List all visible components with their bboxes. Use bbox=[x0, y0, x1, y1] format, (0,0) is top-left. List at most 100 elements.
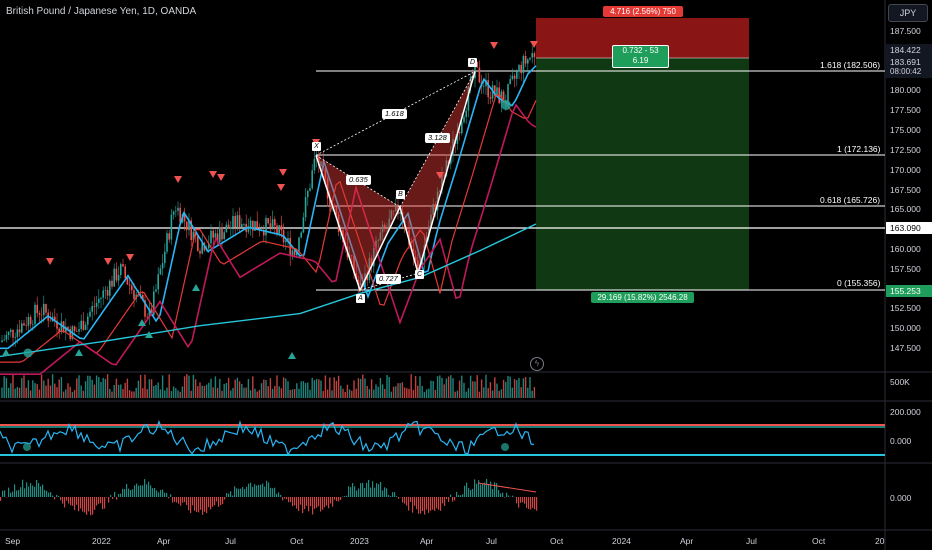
candle-body bbox=[333, 204, 335, 207]
osc2-histogram-bar bbox=[326, 497, 328, 506]
volume-bar bbox=[491, 390, 494, 398]
candle-body bbox=[161, 263, 164, 269]
ratio-xd: 1.618 bbox=[382, 109, 407, 119]
candle-body bbox=[483, 86, 485, 87]
candle-body bbox=[18, 329, 21, 333]
osc2-histogram-bar bbox=[484, 482, 486, 497]
osc2-histogram-bar bbox=[406, 497, 408, 506]
volume-bar bbox=[487, 388, 489, 398]
osc2-histogram-bar bbox=[344, 496, 346, 497]
candle-body bbox=[166, 233, 168, 252]
volume-bar bbox=[89, 375, 91, 398]
volume-bar bbox=[461, 375, 463, 398]
osc2-histogram-bar bbox=[164, 492, 166, 497]
candle-body bbox=[227, 224, 230, 229]
triangle-down-icon bbox=[530, 41, 538, 48]
candle-body bbox=[386, 226, 388, 228]
pattern-point-d[interactable]: D bbox=[468, 58, 477, 67]
osc2-histogram-bar bbox=[256, 485, 258, 497]
osc2-histogram-bar bbox=[322, 497, 324, 510]
candle-body bbox=[304, 197, 307, 218]
volume-bar bbox=[450, 375, 452, 398]
lightning-icon[interactable]: ϟ bbox=[530, 357, 544, 371]
osc2-histogram-bar bbox=[112, 497, 114, 500]
entry-label[interactable]: 0.732 - 53 6.19 bbox=[612, 45, 669, 68]
osc2-histogram-bar bbox=[416, 497, 418, 510]
osc2-histogram-bar bbox=[532, 497, 534, 508]
osc2-histogram-bar bbox=[458, 495, 460, 497]
candle-body bbox=[533, 53, 536, 58]
candle-body bbox=[232, 215, 234, 228]
candle-body bbox=[21, 323, 23, 333]
triangle-down-icon bbox=[279, 169, 287, 176]
pattern-point-a[interactable]: A bbox=[356, 294, 365, 303]
osc2-histogram-bar bbox=[44, 489, 46, 497]
volume-bar bbox=[425, 389, 428, 398]
currency-button[interactable]: JPY bbox=[888, 4, 928, 22]
volume-bar bbox=[428, 388, 430, 398]
candle-body bbox=[76, 331, 78, 332]
osc2-histogram-bar bbox=[430, 497, 432, 511]
osc2-histogram-bar bbox=[464, 485, 466, 497]
osc2-histogram-bar bbox=[308, 497, 310, 512]
osc2-histogram-bar bbox=[66, 497, 68, 501]
volume-bar bbox=[511, 387, 514, 398]
candle-body bbox=[329, 198, 331, 205]
osc2-histogram-bar bbox=[84, 497, 86, 513]
candle-body bbox=[221, 227, 223, 240]
osc2-histogram-bar bbox=[40, 486, 42, 497]
volume-bar bbox=[254, 388, 256, 398]
volume-bar bbox=[5, 377, 8, 398]
osc2-histogram-bar bbox=[466, 482, 468, 497]
osc2-histogram-bar bbox=[272, 488, 274, 497]
osc2-histogram-bar bbox=[258, 484, 260, 497]
candle-body bbox=[67, 326, 69, 330]
candle-body bbox=[5, 334, 8, 340]
osc2-histogram-bar bbox=[528, 497, 530, 510]
pattern-point-x[interactable]: X bbox=[312, 142, 321, 151]
volume-bar bbox=[14, 388, 16, 398]
volume-bar bbox=[58, 379, 60, 398]
volume-bar bbox=[205, 384, 208, 398]
volume-bar bbox=[131, 391, 133, 398]
osc2-histogram-bar bbox=[144, 479, 146, 497]
osc2-histogram-bar bbox=[64, 497, 66, 508]
candle-body bbox=[133, 290, 135, 300]
osc2-histogram-bar bbox=[110, 495, 112, 497]
osc2-histogram-bar bbox=[290, 497, 292, 503]
volume-bar bbox=[40, 374, 43, 398]
candle-body bbox=[126, 277, 129, 285]
candle-body bbox=[456, 131, 459, 144]
candle-body bbox=[115, 268, 118, 281]
triangle-down-icon bbox=[490, 42, 498, 49]
pattern-point-b[interactable]: B bbox=[396, 190, 405, 199]
volume-bar bbox=[271, 388, 274, 398]
volume-bar bbox=[386, 375, 388, 398]
osc2-histogram-bar bbox=[478, 480, 480, 497]
volume-bar bbox=[326, 389, 329, 398]
candle-body bbox=[474, 61, 476, 79]
osc2-histogram-bar bbox=[86, 497, 88, 515]
candle-body bbox=[113, 268, 115, 287]
candle-body bbox=[197, 236, 199, 251]
candle-body bbox=[73, 326, 76, 332]
candle-body bbox=[271, 219, 274, 228]
osc2-histogram-bar bbox=[282, 497, 284, 501]
candle-body bbox=[269, 223, 272, 228]
candle-body bbox=[296, 251, 298, 256]
osc2-histogram-bar bbox=[346, 495, 348, 497]
volume-bar bbox=[384, 388, 386, 398]
volume-bar bbox=[34, 383, 36, 398]
candle-body bbox=[529, 57, 531, 60]
volume-bar bbox=[10, 383, 12, 398]
volume-bar bbox=[366, 385, 368, 398]
osc2-histogram-bar bbox=[442, 497, 444, 504]
profit-zone bbox=[536, 58, 749, 290]
candle-body bbox=[390, 210, 393, 219]
osc2-histogram-bar bbox=[158, 492, 160, 497]
pattern-point-c[interactable]: C bbox=[415, 270, 424, 279]
osc2-histogram-bar bbox=[52, 495, 54, 497]
osc2-histogram-bar bbox=[178, 497, 180, 504]
